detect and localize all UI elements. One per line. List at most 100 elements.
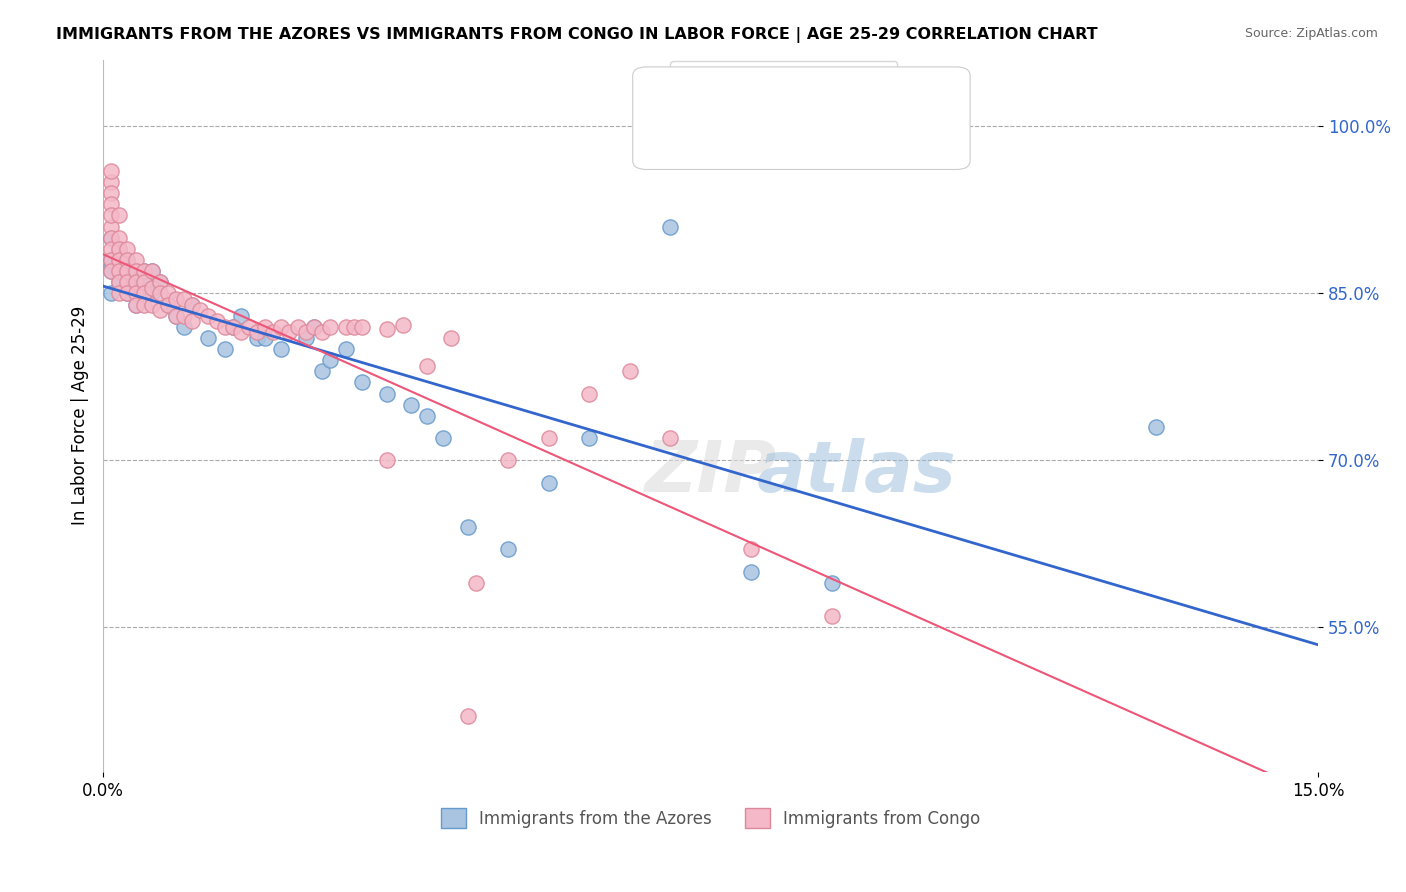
Point bbox=[117, 242, 139, 256]
Point bbox=[222, 319, 245, 334]
Point bbox=[352, 376, 374, 390]
Point bbox=[141, 264, 163, 278]
Point bbox=[432, 431, 454, 445]
Point bbox=[173, 292, 195, 306]
Point bbox=[821, 609, 844, 624]
Point bbox=[578, 431, 600, 445]
Point bbox=[352, 319, 374, 334]
Point bbox=[100, 175, 122, 189]
Point bbox=[262, 326, 284, 340]
Point bbox=[141, 286, 163, 301]
Point bbox=[457, 709, 479, 723]
Point bbox=[108, 230, 131, 244]
Y-axis label: In Labor Force | Age 25-29: In Labor Force | Age 25-29 bbox=[72, 306, 89, 525]
Point bbox=[399, 398, 422, 412]
Point bbox=[229, 326, 252, 340]
Point bbox=[457, 520, 479, 534]
Point bbox=[124, 281, 146, 295]
Point bbox=[740, 565, 762, 579]
Point bbox=[117, 275, 139, 289]
Point bbox=[173, 309, 195, 323]
Point bbox=[100, 219, 122, 234]
Point bbox=[375, 386, 398, 401]
Point bbox=[100, 252, 122, 267]
Point bbox=[319, 319, 342, 334]
Point bbox=[343, 319, 366, 334]
Point bbox=[214, 319, 236, 334]
Point bbox=[205, 314, 228, 328]
Point bbox=[100, 286, 122, 301]
Point bbox=[141, 281, 163, 295]
Point bbox=[537, 475, 560, 490]
Point bbox=[740, 542, 762, 557]
Point bbox=[537, 431, 560, 445]
Point bbox=[335, 319, 357, 334]
Point bbox=[124, 286, 146, 301]
Point bbox=[108, 252, 131, 267]
Point bbox=[375, 322, 398, 336]
Point bbox=[578, 386, 600, 401]
Point bbox=[124, 252, 146, 267]
Point bbox=[214, 342, 236, 356]
Point bbox=[124, 297, 146, 311]
Point bbox=[156, 297, 179, 311]
Point bbox=[132, 264, 155, 278]
Point bbox=[659, 219, 682, 234]
Point bbox=[270, 319, 292, 334]
Point bbox=[188, 303, 211, 318]
Point bbox=[165, 309, 187, 323]
Point bbox=[141, 264, 163, 278]
Point bbox=[181, 297, 204, 311]
Point bbox=[100, 264, 122, 278]
Point bbox=[173, 319, 195, 334]
Point bbox=[124, 264, 146, 278]
Point bbox=[156, 286, 179, 301]
Point bbox=[287, 319, 309, 334]
Point bbox=[100, 252, 122, 267]
Point bbox=[117, 286, 139, 301]
Point bbox=[659, 431, 682, 445]
Point bbox=[100, 209, 122, 223]
Point bbox=[117, 264, 139, 278]
Point bbox=[821, 575, 844, 590]
Point bbox=[100, 164, 122, 178]
Point bbox=[246, 331, 269, 345]
Point bbox=[100, 197, 122, 211]
Point bbox=[117, 275, 139, 289]
Point bbox=[108, 209, 131, 223]
Point bbox=[335, 342, 357, 356]
Point bbox=[149, 286, 172, 301]
Point bbox=[440, 331, 463, 345]
Legend: Immigrants from the Azores, Immigrants from Congo: Immigrants from the Azores, Immigrants f… bbox=[434, 801, 987, 835]
Point bbox=[156, 297, 179, 311]
Point bbox=[246, 326, 269, 340]
Point bbox=[117, 252, 139, 267]
Point bbox=[294, 331, 316, 345]
Point bbox=[108, 286, 131, 301]
Point bbox=[124, 297, 146, 311]
Point bbox=[197, 309, 219, 323]
Point bbox=[124, 264, 146, 278]
Point bbox=[222, 319, 245, 334]
Point bbox=[311, 326, 333, 340]
Text: Source: ZipAtlas.com: Source: ZipAtlas.com bbox=[1244, 27, 1378, 40]
Point bbox=[108, 275, 131, 289]
Point bbox=[132, 275, 155, 289]
Point bbox=[416, 359, 439, 373]
Point bbox=[141, 297, 163, 311]
Point bbox=[181, 297, 204, 311]
Point bbox=[254, 319, 277, 334]
Point bbox=[100, 186, 122, 201]
Point bbox=[496, 453, 519, 467]
Text: ZIP: ZIP bbox=[644, 438, 778, 508]
Point bbox=[100, 264, 122, 278]
Point bbox=[392, 318, 415, 332]
Point bbox=[108, 242, 131, 256]
Point bbox=[270, 342, 292, 356]
Point bbox=[149, 303, 172, 318]
Point bbox=[229, 309, 252, 323]
Point bbox=[124, 275, 146, 289]
Point bbox=[132, 286, 155, 301]
Point bbox=[108, 264, 131, 278]
Point bbox=[132, 275, 155, 289]
